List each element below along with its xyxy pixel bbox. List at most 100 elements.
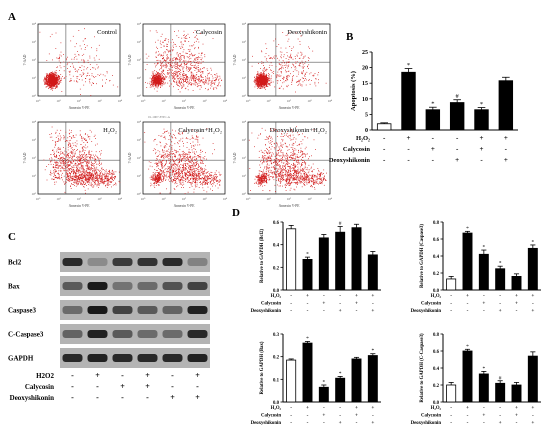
- treatment-sign: -: [383, 145, 386, 153]
- treatment-sign: +: [322, 413, 325, 419]
- treatment-label: H₂O₂: [356, 135, 370, 142]
- treatment-sign: -: [483, 405, 485, 411]
- flow-xtick: 10³: [307, 197, 311, 201]
- flow-ytick: 10⁰: [32, 192, 37, 196]
- bar: [352, 359, 361, 402]
- y-tick-label: 0.4: [433, 367, 440, 372]
- flow-xtick: 10³: [307, 99, 311, 103]
- blot-row: Caspase3: [8, 300, 210, 320]
- flow-ytick: 10¹: [242, 76, 246, 80]
- bar: [528, 248, 537, 290]
- treatment-sign: -: [71, 371, 74, 380]
- treatment-sign: -: [71, 382, 74, 391]
- flow-xtick: 10⁴: [223, 197, 228, 201]
- blot-band: [113, 330, 133, 338]
- significance-mark: *: [306, 252, 309, 258]
- blot-band: [163, 330, 183, 338]
- treatment-sign: -: [171, 371, 174, 380]
- flow-xtick: 10¹: [56, 99, 60, 103]
- flow-xtick: 10⁰: [36, 197, 41, 201]
- bar: [479, 374, 488, 402]
- flow-xtick: 10²: [182, 197, 186, 201]
- treatment-label: Deoxyshikonin: [10, 394, 54, 402]
- flow-xtick: 10¹: [266, 197, 270, 201]
- flow-xtick: 10²: [77, 197, 81, 201]
- significance-mark: *: [407, 62, 410, 69]
- flow-xlabel: Annexin V-PE: [279, 106, 301, 110]
- treatment-sign: -: [339, 413, 341, 419]
- treatment-sign: -: [456, 134, 459, 142]
- flow-xtick: 10⁴: [118, 99, 123, 103]
- flow-ytick: 10⁰: [137, 94, 142, 98]
- treatment-sign: +: [499, 420, 502, 426]
- flow-xtick: 10⁴: [328, 197, 333, 201]
- flow-ytick: 10³: [242, 138, 246, 142]
- flow-plot-title: H₂O₂: [103, 127, 117, 134]
- treatment-sign: -: [307, 420, 309, 426]
- treatment-sign: -: [339, 293, 341, 299]
- flow-xlabel: Annexin V-PE: [174, 204, 196, 208]
- flow-ylabel: 7-AAD: [128, 54, 132, 65]
- blot-band: [163, 282, 183, 290]
- treatment-label: Calycosin: [343, 146, 370, 153]
- bar: [377, 124, 391, 130]
- treatment-sign: +: [371, 308, 374, 314]
- treatment-sign: -: [372, 413, 374, 419]
- treatment-sign: -: [450, 405, 452, 411]
- treatment-sign: +: [306, 405, 309, 411]
- flow-xtick: 10⁴: [223, 99, 228, 103]
- blot-band: [138, 282, 158, 290]
- flow-xtick: 10⁰: [141, 99, 146, 103]
- flow-plot-title: Deoxyshikonin: [287, 29, 327, 36]
- blot-band: [63, 282, 83, 290]
- bar: [319, 387, 328, 402]
- treatment-sign: +: [306, 293, 309, 299]
- treatment-sign: -: [121, 393, 124, 402]
- treatment-sign: -: [71, 393, 74, 402]
- blot-label: Caspase3: [8, 307, 37, 315]
- bar: [499, 81, 513, 130]
- treatment-label: H₂O₂: [271, 406, 282, 411]
- treatment-sign: -: [372, 301, 374, 307]
- treatment-sign: -: [323, 420, 325, 426]
- treatment-sign: +: [455, 156, 459, 164]
- treatment-label: Calycosin: [421, 302, 441, 307]
- y-axis-label: Apoptosis (%): [350, 71, 357, 111]
- treatment-label: Deoxyshikonin: [411, 421, 442, 426]
- treatment-sign: +: [480, 145, 484, 153]
- flow-xtick: 10¹: [161, 99, 165, 103]
- significance-mark: *: [339, 371, 342, 377]
- treatment-sign: -: [196, 382, 199, 391]
- significance-mark: #: [499, 375, 502, 381]
- flow-plot-title: Calycosin: [196, 29, 223, 36]
- flow-xtick: 10⁴: [118, 197, 123, 201]
- bar: [303, 259, 312, 290]
- blot-band: [188, 330, 208, 338]
- significance-mark: *: [371, 348, 374, 354]
- bar: [528, 356, 537, 402]
- y-tick-label: 25: [362, 50, 368, 56]
- bar: [368, 356, 377, 402]
- treatment-sign: +: [482, 301, 485, 307]
- treatment-sign: +: [466, 293, 469, 299]
- flow-xtick: 10²: [182, 99, 186, 103]
- y-tick-label: 0.3: [273, 333, 280, 338]
- treatment-sign: -: [290, 405, 292, 411]
- significance-mark: *: [531, 239, 534, 245]
- treatment-sign: -: [96, 393, 99, 402]
- flow-ytick: 10⁰: [32, 94, 37, 98]
- treatment-sign: -: [483, 293, 485, 299]
- flow-ytick: 10¹: [137, 76, 141, 80]
- treatment-sign: -: [467, 308, 469, 314]
- treatment-sign: +: [531, 405, 534, 411]
- treatment-sign: +: [371, 293, 374, 299]
- y-axis-label: Relative to GAPDH (Bcl2): [260, 229, 265, 283]
- blot-row: C-Caspase3: [8, 324, 210, 344]
- bar: [352, 228, 361, 290]
- flow-ytick: 10⁰: [242, 192, 247, 196]
